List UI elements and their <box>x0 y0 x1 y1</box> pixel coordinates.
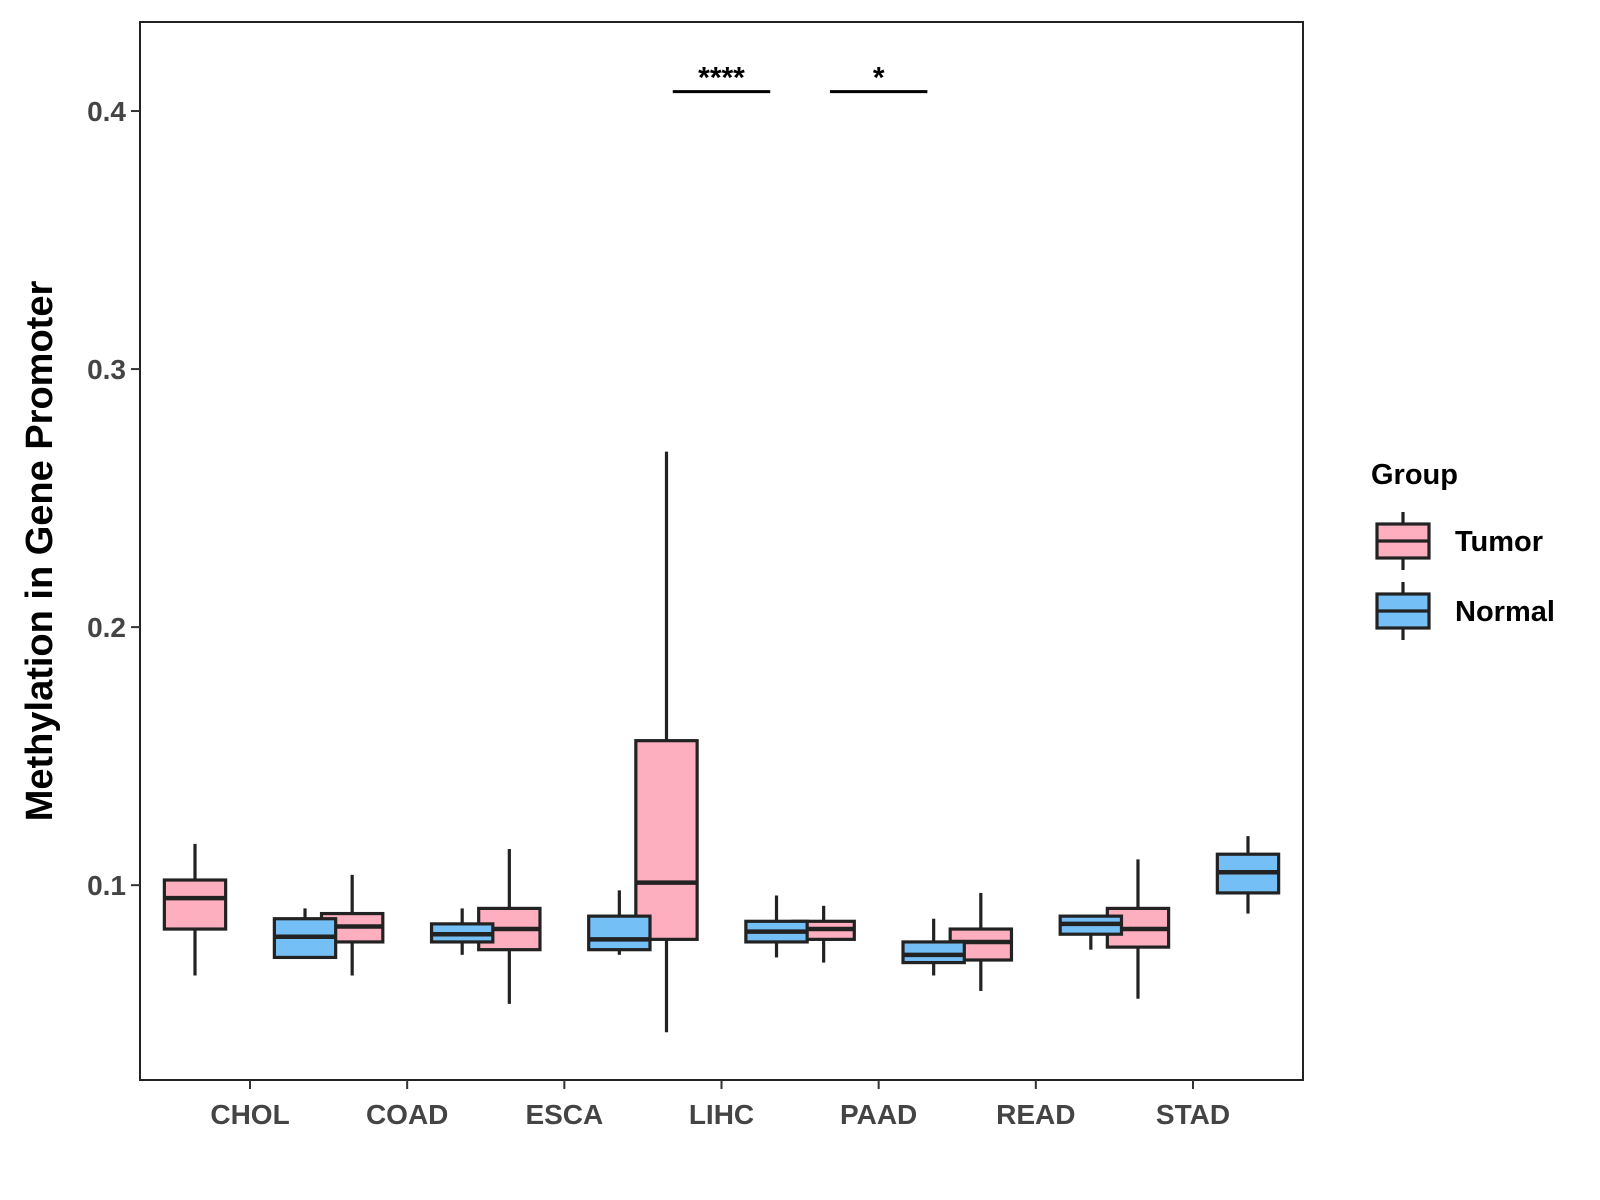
box-iqr <box>901 940 966 965</box>
y-tick-label: 0.2 <box>87 612 126 643</box>
box-normal-stad <box>1215 836 1281 914</box>
y-axis: 0.1 0.2 0.3 0.4 <box>87 96 140 901</box>
x-tick-label: STAD <box>1156 1099 1230 1130</box>
y-axis-title: Methylation in Gene Promoter <box>19 281 61 822</box>
y-tick-label: 0.4 <box>87 96 126 127</box>
significance-label: **** <box>698 62 745 95</box>
legend: Group Tumor Normal <box>1371 459 1555 640</box>
y-tick-label: 0.3 <box>87 354 126 385</box>
legend-item-tumor: Tumor <box>1375 512 1543 570</box>
box-normal-esca <box>587 890 652 955</box>
x-tick-label: READ <box>996 1099 1075 1130</box>
significance-label: * <box>873 62 885 95</box>
legend-label: Tumor <box>1455 526 1543 558</box>
legend-title: Group <box>1371 459 1458 491</box>
y-tick-label: 0.1 <box>87 870 126 901</box>
significance-annotations: **** * <box>672 62 928 95</box>
box-normal-chol <box>272 908 338 960</box>
box-normal-lihc <box>744 895 809 958</box>
box-tumor-chol <box>162 843 228 976</box>
x-tick-label: LIHC <box>689 1099 754 1130</box>
legend-item-normal: Normal <box>1375 582 1555 640</box>
x-axis: CHOL COAD ESCA LIHC PAAD READ STAD <box>210 1080 1230 1130</box>
x-tick-label: PAAD <box>840 1099 917 1130</box>
x-tick-label: CHOL <box>210 1099 289 1130</box>
box-normal-coad <box>429 908 495 955</box>
box-iqr <box>634 739 699 941</box>
box-tumor-lihc <box>634 451 699 1033</box>
box-iqr <box>587 914 652 952</box>
box-normal-read <box>1058 914 1124 950</box>
box-series <box>162 451 1281 1033</box>
box-iqr <box>162 878 228 931</box>
box-normal-paad <box>901 918 966 976</box>
x-tick-label: ESCA <box>525 1099 603 1130</box>
x-tick-label: COAD <box>366 1099 448 1130</box>
plot-panel <box>139 21 1304 1081</box>
legend-label: Normal <box>1455 596 1555 628</box>
